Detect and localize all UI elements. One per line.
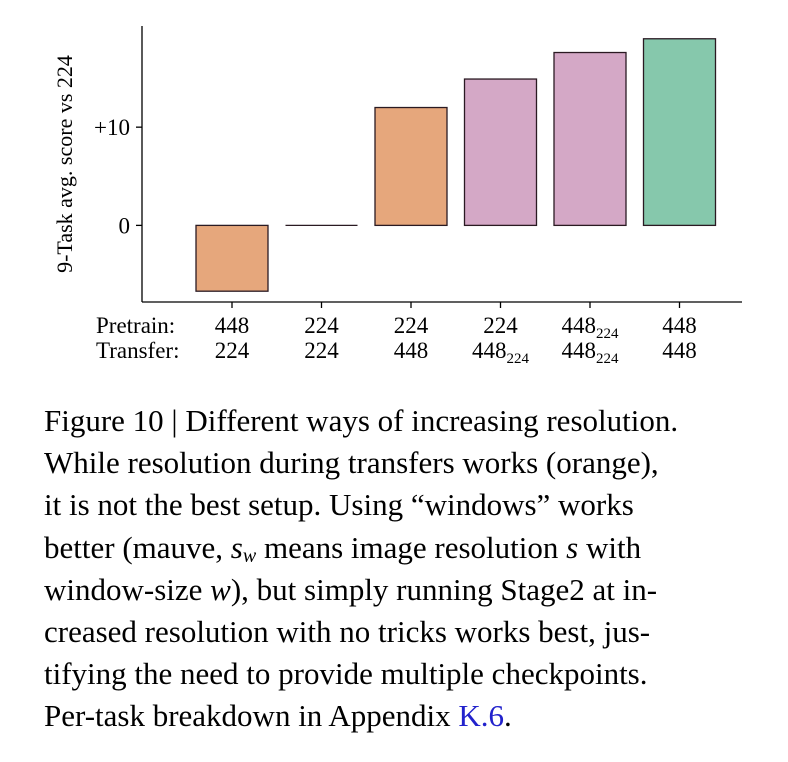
- x-label-transfer: 224: [304, 338, 339, 363]
- caption-line: it is not the best setup. Using “windows…: [44, 487, 634, 523]
- caption-line: tifying the need to provide multiple che…: [44, 656, 648, 692]
- bar: [463, 78, 538, 227]
- figure-caption: Figure 10 | Different ways of increasing…: [44, 400, 764, 738]
- caption-line: window-size w), but simply running Stage…: [44, 571, 658, 607]
- y-axis-label: 9-Task avg. score vs 224: [52, 55, 77, 273]
- x-label-transfer: 448224: [562, 338, 620, 367]
- caption-line: Figure 10 | Different ways of increasing…: [44, 403, 679, 438]
- bar: [553, 51, 627, 227]
- math-w: w: [242, 544, 257, 567]
- x-label-transfer: 224: [215, 338, 250, 363]
- math-s: s: [230, 529, 243, 565]
- caption-line: Per-task breakdown in Appendix K.6.: [44, 698, 512, 734]
- bar: [374, 106, 448, 227]
- caption-line: While resolution during transfers works …: [44, 445, 659, 481]
- x-tick-labels: 4482242242242244482244482244482244482244…: [215, 302, 697, 367]
- bar: [642, 38, 717, 227]
- caption-line: better (mauve, sw means image resolution…: [44, 529, 642, 567]
- row-header-transfer: Transfer:: [96, 338, 179, 363]
- y-tick-label: 0: [119, 213, 131, 238]
- x-label-pretrain: 224: [483, 313, 518, 338]
- caption-line: creased resolution with no tricks works …: [44, 614, 651, 650]
- math-s: s: [566, 529, 579, 565]
- x-label-transfer: 448: [662, 338, 697, 363]
- x-label-pretrain: 448: [215, 313, 250, 338]
- y-tick-label: +10: [94, 115, 130, 140]
- x-label-pretrain: 224: [304, 313, 339, 338]
- bars: [195, 38, 717, 292]
- x-label-transfer: 448: [394, 338, 429, 363]
- appendix-link[interactable]: K.6: [458, 698, 504, 734]
- bar-chart: +100 44822422422422444822444822444822444…: [52, 26, 742, 367]
- math-w: w: [210, 571, 231, 607]
- row-header-pretrain: Pretrain:: [96, 313, 175, 338]
- x-label-transfer: 448224: [472, 338, 530, 367]
- x-label-pretrain: 448: [662, 313, 697, 338]
- bar: [195, 224, 269, 292]
- y-ticks: +10 0: [94, 115, 142, 238]
- axes: [141, 26, 742, 303]
- x-label-pretrain: 224: [394, 313, 429, 338]
